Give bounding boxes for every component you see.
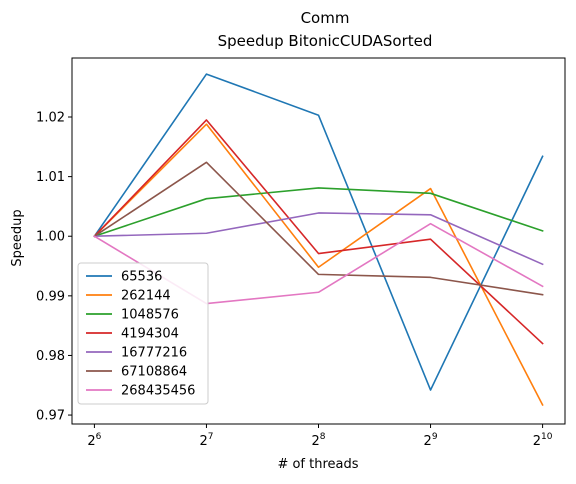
y-tick-label: 1.01 — [36, 170, 65, 185]
x-tick-label: 27 — [199, 432, 213, 449]
legend-label-1048576: 1048576 — [121, 308, 179, 323]
axes-layer: 0.97 0.98 0.99 1.00 1.01 1.02 26 27 28 29 210 — [36, 57, 566, 449]
legend-label-67108864: 67108864 — [121, 365, 187, 380]
y-tick-label: 0.98 — [36, 349, 65, 364]
legend-label-65536: 65536 — [121, 270, 162, 285]
legend-label-262144: 262144 — [121, 289, 171, 304]
x-tick-label: 26 — [87, 432, 101, 449]
x-tick-label: 29 — [424, 432, 438, 449]
y-tick-label: 1.02 — [36, 111, 65, 126]
x-tick-label: 28 — [311, 432, 325, 449]
series-line-1048576 — [93, 187, 544, 238]
chart-subtitle: Speedup BitonicCUDASorted — [218, 32, 433, 50]
series-line-65536 — [93, 73, 544, 391]
y-axis-label: Speedup — [10, 209, 25, 266]
series-line-67108864 — [93, 161, 544, 296]
y-tick-label: 1.00 — [36, 230, 65, 245]
series-line-262144 — [93, 123, 544, 407]
legend-label-4194304: 4194304 — [121, 327, 179, 342]
x-axis-label: # of threads — [277, 457, 358, 472]
series-line-4194304 — [93, 119, 544, 345]
chart-title: Comm — [301, 9, 350, 27]
series-line-16777216 — [93, 212, 544, 266]
legend: 65536 262144 1048576 4194304 16777216 6710886… — [77, 262, 209, 405]
legend-label-268435456: 268435456 — [121, 384, 195, 399]
legend-box — [77, 262, 209, 405]
legend-label-16777216: 16777216 — [121, 346, 187, 361]
y-tick-label: 0.99 — [36, 289, 65, 304]
y-tick-label: 0.97 — [36, 409, 65, 424]
x-tick-label: 210 — [533, 432, 553, 449]
